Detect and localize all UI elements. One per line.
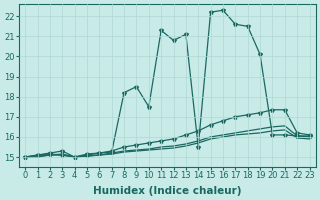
X-axis label: Humidex (Indice chaleur): Humidex (Indice chaleur) xyxy=(93,186,242,196)
